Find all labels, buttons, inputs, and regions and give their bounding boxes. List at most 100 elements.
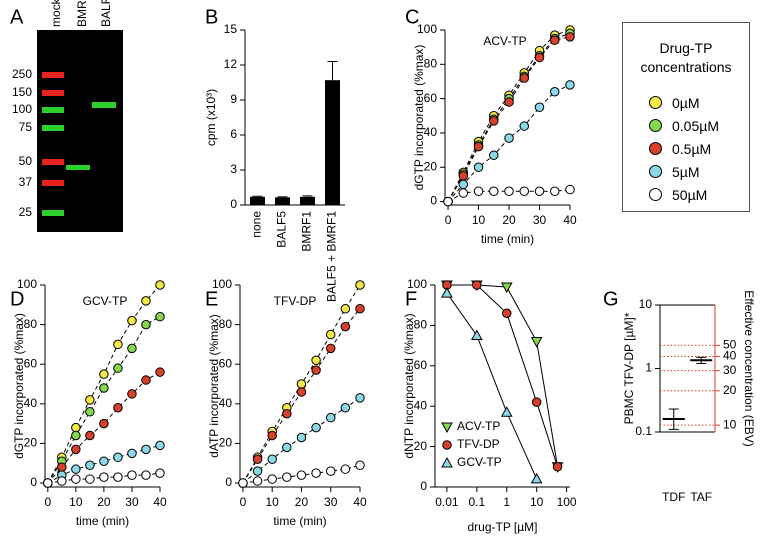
marker [43,478,53,488]
x-tick-label: 1 [503,495,510,509]
legend-label: 50µM [672,186,708,203]
marker [504,186,514,197]
marker-label: 50 [19,154,33,168]
marker [85,430,95,441]
marker [311,468,321,478]
y2-tick-label: 10 [723,417,737,431]
y-tick-label: 40 [219,396,233,410]
legend-label: 0.5µM [672,140,712,157]
marker [311,422,321,433]
y2-tick-label: 40 [723,349,737,363]
marker [500,282,513,294]
marker [325,343,336,354]
legend-marker [442,440,452,450]
marker-label: 37 [19,175,33,189]
y-tick-label: 0 [420,479,427,493]
legend-marker [441,456,453,468]
marker [550,87,560,97]
y-tick-label: 0.1 [635,424,652,438]
marker [252,476,263,486]
marker [85,395,95,405]
panel-letter: C [405,6,419,28]
x-axis-label: time (min) [273,514,326,528]
legend-title: Drug-TP concentrations [640,40,732,75]
panel-letter: B [205,6,218,28]
marker [340,403,351,413]
marker [113,363,123,373]
marker [267,454,277,465]
marker-label: 25 [19,205,33,219]
marker [155,367,165,377]
y-tick-label: 80 [219,317,233,331]
marker [340,464,351,474]
bar [250,196,265,205]
marker [519,186,530,197]
marker [141,296,151,306]
marker [57,476,67,486]
marker [141,444,151,455]
y-tick-label: 3 [230,162,237,176]
marker [155,311,165,322]
gel-band [92,102,116,108]
y-tick-label: 60 [219,356,233,370]
x-tick-label: 0 [44,495,51,509]
marker [71,430,81,441]
marker [99,383,109,393]
y-tick-label: 60 [424,91,438,105]
x-tick-label: BALF5 + BMRF1 [325,211,339,302]
x-tick-label: none [250,211,264,238]
y-tick-label: 100 [407,277,427,291]
marker [113,452,123,463]
x-axis-label: time (min) [481,232,534,246]
y-tick-label: 9 [230,92,237,106]
legend-item: 50µM [623,183,749,206]
marker [141,375,151,385]
y-tick-label: 20 [219,436,233,450]
ladder-band [42,107,64,113]
y-axis-label: dATP incorporated (%max) [207,314,221,458]
x-tick-label: 20 [502,213,516,227]
marker [155,440,165,451]
bar [325,80,340,205]
x-tick-label: 30 [125,495,139,509]
y-tick-label: 40 [414,398,428,412]
marker [57,462,67,472]
x-tick-label: 10 [266,495,280,509]
chart-title: TFV-DP [274,294,317,308]
legend-item: 5µM [623,160,749,183]
bar [275,197,290,205]
y-tick-label: 6 [230,127,237,141]
marker [127,343,137,354]
marker [519,121,530,131]
y-tick-label: 10 [639,297,653,311]
fit-line [47,444,161,484]
marker [501,308,512,319]
marker [489,150,499,160]
marker [282,472,292,482]
marker [500,406,513,417]
y-tick-label: 60 [24,356,38,370]
x-tick-label: 10 [472,213,486,227]
legend-label: ACV-TP [457,419,500,433]
x-tick-label: TDF [662,490,685,504]
gel-band [66,165,90,170]
panel-letter: A [10,6,24,28]
marker [530,472,543,484]
marker [355,393,365,403]
fit-line [446,292,538,480]
marker [85,474,95,484]
y-tick-label: 20 [414,439,428,453]
marker [550,186,560,197]
x-tick-label: 0 [445,213,452,227]
marker [458,179,469,190]
legend-label: 5µM [672,163,700,180]
y-axis-label: cpm (x10³) [204,89,218,146]
x-tick-label: 0.01 [435,495,459,509]
marker-label: 150 [12,85,32,99]
marker [85,406,95,417]
y-tick-label: 12 [224,57,238,71]
marker-label: 250 [12,67,32,81]
fit-line [242,397,361,484]
y-axis-label: dGTP incorporated (%max) [412,45,426,191]
panel-letter: D [10,288,24,310]
